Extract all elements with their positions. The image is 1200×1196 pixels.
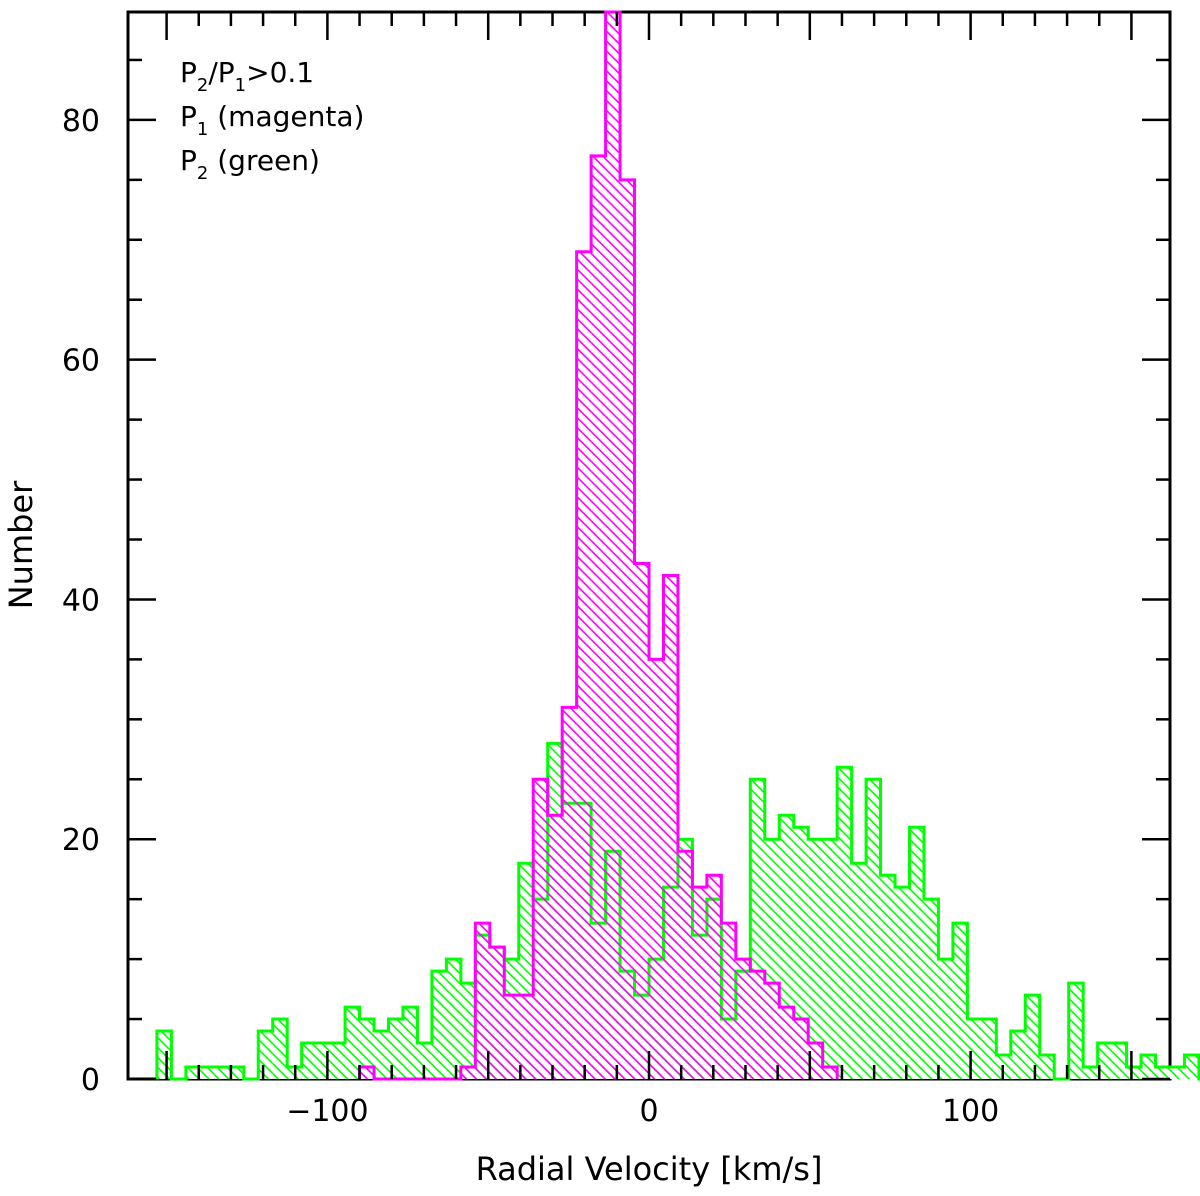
bin-p2-green-71 bbox=[1184, 1055, 1199, 1079]
bin-p2-green-4 bbox=[214, 1067, 230, 1079]
bin-p1-magenta-10 bbox=[504, 995, 519, 1079]
bin-p2-green-64 bbox=[1083, 1067, 1098, 1079]
x-tick-label-100: 100 bbox=[942, 1094, 999, 1129]
legend-line-1: P2/P1>0.1 bbox=[180, 56, 314, 96]
bin-p2-green-67 bbox=[1126, 1067, 1142, 1079]
bin-p1-magenta-22 bbox=[677, 851, 693, 1079]
bin-p1-magenta-19 bbox=[634, 563, 649, 1079]
bin-p2-green-50 bbox=[880, 875, 896, 1079]
bin-p1-magenta-32 bbox=[822, 1067, 838, 1079]
bin-p1-magenta-15 bbox=[576, 251, 592, 1080]
bin-p2-green-44 bbox=[793, 827, 809, 1079]
bin-p2-green-53 bbox=[923, 899, 939, 1079]
bin-p2-green-52 bbox=[909, 827, 924, 1079]
bin-p2-green-68 bbox=[1141, 1055, 1156, 1079]
x-tick-label--100: −100 bbox=[286, 1094, 368, 1129]
bin-p1-magenta-30 bbox=[793, 1019, 809, 1079]
bin-p2-green-20 bbox=[446, 959, 461, 1079]
bin-p2-green-3 bbox=[200, 1067, 215, 1079]
bin-p2-green-70 bbox=[1170, 1067, 1185, 1079]
bin-p2-green-49 bbox=[866, 779, 881, 1079]
bin-p2-green-15 bbox=[374, 1031, 389, 1079]
y-tick-label-20: 20 bbox=[62, 823, 100, 858]
bin-p1-magenta-18 bbox=[620, 179, 635, 1079]
bin-p2-green-54 bbox=[938, 959, 953, 1079]
bin-p2-green-17 bbox=[402, 1007, 418, 1079]
bin-p1-magenta-31 bbox=[808, 1043, 823, 1079]
y-axis-title: Number bbox=[2, 480, 40, 609]
bin-p1-magenta-9 bbox=[489, 947, 505, 1079]
bin-p2-green-48 bbox=[851, 863, 867, 1079]
bin-p2-green-63 bbox=[1068, 983, 1084, 1079]
x-axis-title: Radial Velocity [km/s] bbox=[476, 1150, 823, 1188]
bin-p2-green-66 bbox=[1112, 1043, 1127, 1079]
bin-p1-magenta-23 bbox=[692, 887, 707, 1079]
bin-p2-green-14 bbox=[359, 1019, 375, 1079]
bin-p1-magenta-0 bbox=[359, 1067, 375, 1079]
y-tick-label-40: 40 bbox=[62, 583, 100, 618]
bin-p2-green-13 bbox=[345, 1007, 360, 1079]
bin-p2-green-16 bbox=[388, 1019, 403, 1079]
bin-p2-green-0 bbox=[156, 1031, 172, 1079]
bin-p2-green-69 bbox=[1155, 1067, 1170, 1079]
series-p1-magenta bbox=[358, 10, 839, 1081]
bin-p1-magenta-14 bbox=[562, 707, 577, 1079]
legend-line-2: P1 (magenta) bbox=[180, 100, 364, 140]
bin-p1-magenta-20 bbox=[649, 659, 664, 1079]
bin-p2-green-10 bbox=[301, 1043, 317, 1079]
bin-p1-magenta-16 bbox=[591, 155, 606, 1079]
bin-p2-green-2 bbox=[185, 1067, 201, 1079]
legend: P2/P1>0.1P1 (magenta)P2 (green) bbox=[180, 56, 364, 184]
y-tick-label-80: 80 bbox=[62, 104, 100, 139]
x-tick-label-0: 0 bbox=[639, 1094, 658, 1129]
bin-p1-magenta-29 bbox=[779, 1007, 794, 1079]
bin-p1-magenta-27 bbox=[750, 971, 765, 1079]
bin-p2-green-12 bbox=[330, 1043, 346, 1079]
bin-p1-magenta-21 bbox=[663, 575, 678, 1079]
bin-p1-magenta-25 bbox=[721, 923, 736, 1079]
bin-p2-green-51 bbox=[895, 887, 910, 1079]
bin-p1-magenta-28 bbox=[764, 983, 780, 1079]
bin-p2-green-57 bbox=[981, 1019, 997, 1079]
bin-p2-green-46 bbox=[822, 839, 838, 1079]
y-tick-label-0: 0 bbox=[81, 1063, 100, 1098]
bin-p1-magenta-8 bbox=[475, 923, 490, 1079]
bin-p2-green-21 bbox=[460, 983, 476, 1079]
bin-p2-green-59 bbox=[1010, 1031, 1026, 1079]
bin-p1-magenta-7 bbox=[460, 1067, 476, 1079]
bin-p1-magenta-24 bbox=[706, 875, 722, 1079]
bin-p2-green-19 bbox=[431, 971, 447, 1079]
bin-p2-green-5 bbox=[229, 1067, 244, 1079]
bin-p2-green-60 bbox=[1025, 995, 1040, 1079]
bin-p2-green-65 bbox=[1097, 1043, 1113, 1079]
bin-p1-magenta-26 bbox=[735, 959, 751, 1079]
bin-p1-magenta-13 bbox=[547, 815, 563, 1079]
axis-tick-labels: −100 0 100 0 20 40 60 80 bbox=[62, 104, 999, 1129]
outline-p1-magenta bbox=[358, 10, 839, 1081]
bin-p1-magenta-11 bbox=[518, 995, 534, 1079]
bin-p2-green-55 bbox=[952, 923, 968, 1079]
bin-p2-green-61 bbox=[1039, 1055, 1055, 1079]
bin-p2-green-7 bbox=[258, 1031, 273, 1079]
legend-line-3: P2 (green) bbox=[180, 144, 320, 184]
bin-p2-green-18 bbox=[417, 1043, 432, 1079]
bin-p1-magenta-12 bbox=[533, 779, 548, 1079]
bin-p2-green-8 bbox=[272, 1019, 288, 1079]
axis-ticks bbox=[128, 12, 1170, 1081]
bin-p2-green-45 bbox=[808, 839, 823, 1079]
y-tick-label-60: 60 bbox=[62, 344, 100, 379]
bin-p2-green-47 bbox=[837, 767, 852, 1079]
bin-p1-magenta-17 bbox=[605, 12, 621, 1079]
